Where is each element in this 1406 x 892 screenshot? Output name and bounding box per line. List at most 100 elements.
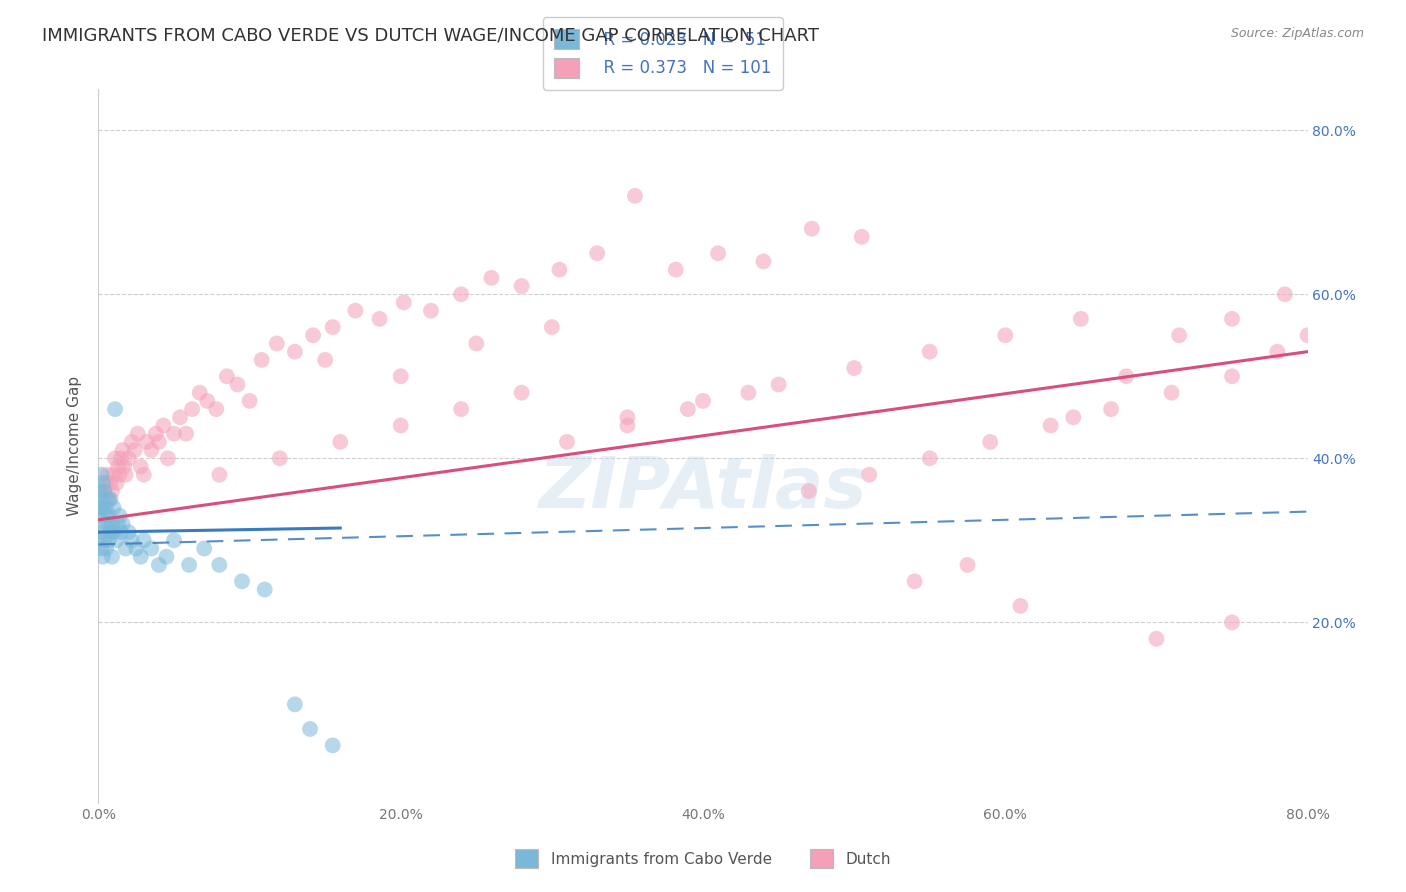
Point <box>1099 402 1122 417</box>
Point <box>322 320 344 334</box>
Point <box>103 525 125 540</box>
Point <box>1220 615 1243 630</box>
Point <box>851 230 873 244</box>
Point <box>118 451 141 466</box>
Point <box>141 541 163 556</box>
Point <box>100 475 122 490</box>
Point <box>155 549 177 564</box>
Point <box>96 467 118 482</box>
Point <box>100 525 122 540</box>
Text: Source: ZipAtlas.com: Source: ZipAtlas.com <box>1230 27 1364 40</box>
Point <box>90 492 112 507</box>
Legend: Immigrants from Cabo Verde, Dutch: Immigrants from Cabo Verde, Dutch <box>508 841 898 875</box>
Point <box>111 516 134 531</box>
Point <box>250 352 273 367</box>
Y-axis label: Wage/Income Gap: Wage/Income Gap <box>67 376 83 516</box>
Point <box>389 418 412 433</box>
Point <box>90 492 112 507</box>
Point <box>1160 385 1182 400</box>
Point <box>179 558 201 572</box>
Point <box>156 451 179 466</box>
Point <box>768 377 790 392</box>
Point <box>692 393 714 408</box>
Point <box>121 434 143 449</box>
Point <box>181 402 204 417</box>
Point <box>105 475 128 490</box>
Point <box>94 508 117 523</box>
Point <box>269 451 291 466</box>
Point <box>112 459 135 474</box>
Point <box>98 508 121 523</box>
Point <box>1115 369 1137 384</box>
Point <box>132 533 155 548</box>
Point <box>737 385 759 400</box>
Point <box>1168 328 1191 343</box>
Point <box>91 484 114 499</box>
Point <box>193 541 215 556</box>
Point <box>284 698 307 712</box>
Point <box>665 262 688 277</box>
Point <box>752 254 775 268</box>
Point <box>93 516 115 531</box>
Point <box>108 508 131 523</box>
Point <box>114 541 136 556</box>
Point <box>858 467 880 482</box>
Point <box>510 385 533 400</box>
Point <box>103 500 125 515</box>
Point <box>208 467 231 482</box>
Point <box>188 385 211 400</box>
Point <box>344 303 367 318</box>
Point <box>101 484 124 499</box>
Point <box>302 328 325 343</box>
Point <box>481 270 503 285</box>
Point <box>101 516 124 531</box>
Point <box>540 320 562 334</box>
Point <box>266 336 288 351</box>
Point <box>96 492 118 507</box>
Point <box>101 549 124 564</box>
Point <box>1062 410 1084 425</box>
Point <box>1144 632 1167 646</box>
Point <box>124 443 146 458</box>
Point <box>98 533 121 548</box>
Point <box>299 722 322 736</box>
Point <box>616 410 638 425</box>
Point <box>555 434 578 449</box>
Point <box>624 189 647 203</box>
Point <box>800 221 823 235</box>
Point <box>127 426 149 441</box>
Point <box>1274 287 1296 301</box>
Point <box>148 434 170 449</box>
Point <box>125 541 148 556</box>
Point <box>174 426 197 441</box>
Point <box>918 344 941 359</box>
Point <box>1220 311 1243 326</box>
Point <box>91 549 114 564</box>
Point <box>956 558 979 572</box>
Text: ZIPAtlas: ZIPAtlas <box>538 454 868 524</box>
Point <box>105 533 128 548</box>
Point <box>152 418 174 433</box>
Point <box>94 475 117 490</box>
Point <box>132 467 155 482</box>
Point <box>121 533 143 548</box>
Point <box>107 516 129 531</box>
Point <box>96 516 118 531</box>
Point <box>94 541 117 556</box>
Point <box>93 484 115 499</box>
Point <box>1267 344 1289 359</box>
Point <box>93 484 115 499</box>
Point <box>163 426 186 441</box>
Point <box>226 377 249 392</box>
Point <box>1296 328 1319 343</box>
Point <box>420 303 443 318</box>
Point <box>163 533 186 548</box>
Point <box>465 336 488 351</box>
Point <box>148 558 170 572</box>
Point <box>98 492 121 507</box>
Point <box>104 451 127 466</box>
Point <box>90 467 112 482</box>
Point <box>797 484 820 499</box>
Point <box>1070 311 1092 326</box>
Point <box>91 500 114 515</box>
